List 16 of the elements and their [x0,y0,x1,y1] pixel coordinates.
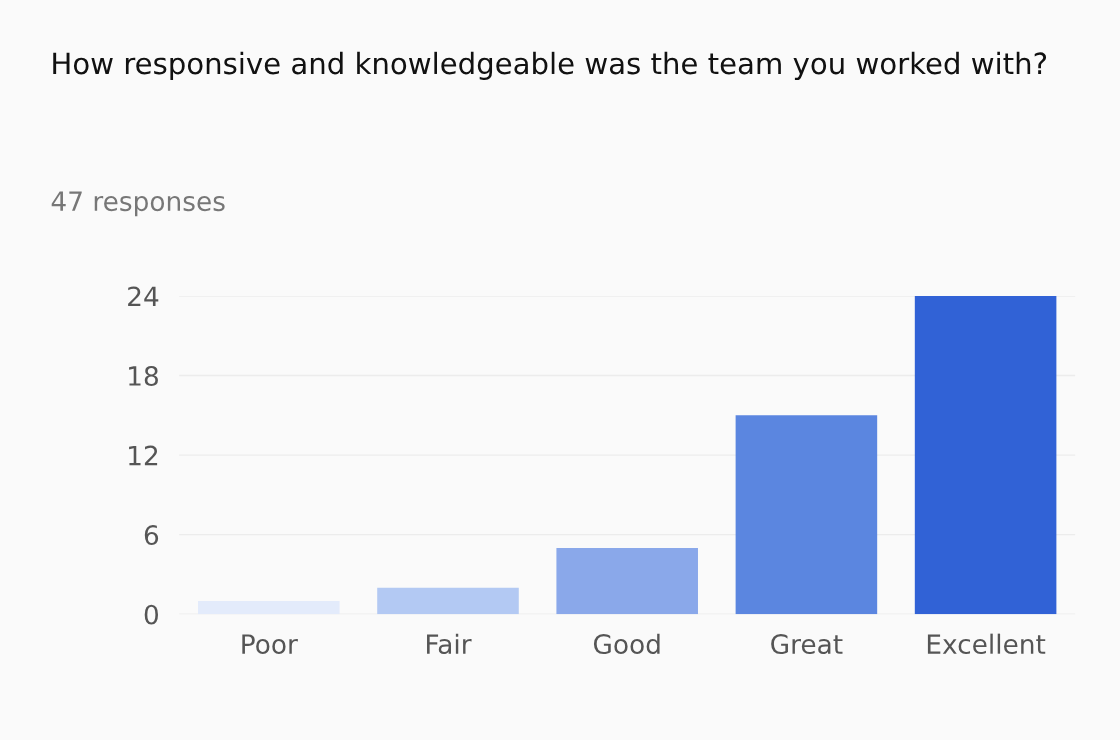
x-tick-label: Good [593,633,660,655]
bar [377,587,519,615]
y-tick-label: 0 [144,604,158,625]
chart-title: How responsive and knowledgeable was the team you worked with? [53,51,1047,81]
x-tick-label: Excellent [927,633,1046,655]
x-tick-label: Poor [242,634,298,655]
y-tick-label: 12 [129,445,158,466]
bar [556,547,698,615]
x-tick-label: Great [771,634,843,655]
x-tick-label: Fair [427,633,472,655]
bar [735,415,878,615]
y-tick-label: 24 [128,286,159,307]
chart-subtitle: 47 responses [51,191,225,217]
bar [914,296,1057,615]
y-tick-label: 18 [129,365,158,386]
y-tick-label: 6 [144,525,159,546]
